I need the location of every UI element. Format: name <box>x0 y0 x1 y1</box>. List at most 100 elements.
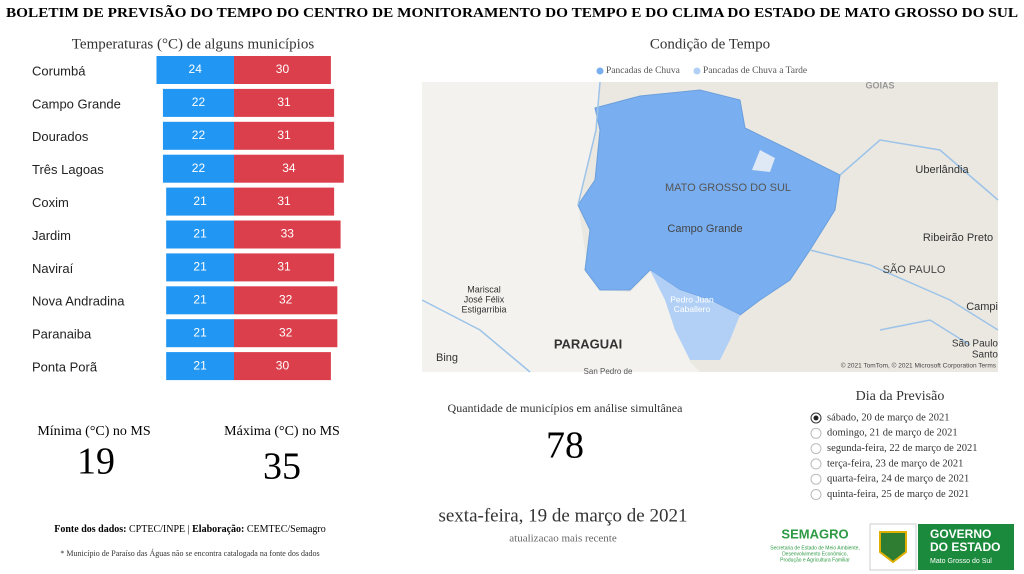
footnote: * Município de Paraíso das Águas não se … <box>60 548 319 558</box>
category-label: Dourados <box>32 129 89 144</box>
max-value: 35 <box>263 446 301 488</box>
map-label: MATO GROSSO DO SUL <box>665 182 791 194</box>
value-label: 21 <box>193 358 207 372</box>
gov-logo-sub: Mato Grosso do Sul <box>930 558 992 565</box>
semagro-sub: Secretaria de Estado de Meio Ambiente, <box>770 545 860 551</box>
radio[interactable] <box>810 427 822 439</box>
radio-label[interactable]: terça-feira, 23 de março de 2021 <box>827 458 963 469</box>
date-value: sexta-feira, 19 de março de 2021 <box>438 505 687 526</box>
semagro-logo: SEMAGRO <box>781 526 848 541</box>
min-label: Mínima (°C) no MS <box>37 424 150 439</box>
map-label: São Paulo <box>952 339 999 350</box>
map-patch <box>752 150 775 172</box>
bar <box>234 56 331 84</box>
chart-title: Temperaturas (°C) de alguns municípios <box>72 36 315 52</box>
map-label: Ribeirão Preto <box>923 232 993 244</box>
value-label: 21 <box>193 227 207 241</box>
radio[interactable] <box>810 473 822 485</box>
value-label: 22 <box>192 95 206 109</box>
page-title: BOLETIM DE PREVISÃO DO TEMPO DO CENTRO D… <box>6 3 1018 21</box>
radio-label[interactable]: quarta-feira, 24 de março de 2021 <box>827 474 969 485</box>
bar <box>166 220 234 249</box>
bar <box>166 253 234 282</box>
value-label: 22 <box>192 161 206 175</box>
max-label: Máxima (°C) no MS <box>224 424 340 439</box>
category-label: Naviraí <box>32 261 74 276</box>
value-label: 33 <box>281 227 295 241</box>
category-label: Três Lagoas <box>32 162 104 177</box>
legend-label: Pancadas de Chuva <box>606 66 681 76</box>
map-title: Condição de Tempo <box>650 36 770 52</box>
value-label: 21 <box>193 325 207 339</box>
category-label: Campo Grande <box>32 96 121 111</box>
count-value: 78 <box>546 425 584 467</box>
value-label: 31 <box>277 260 291 274</box>
value-label: 21 <box>193 194 207 208</box>
bar <box>234 352 331 381</box>
value-label: 21 <box>193 292 207 306</box>
map-label: SÃO PAULO <box>883 263 946 276</box>
source-part: Elaboração: <box>192 524 244 535</box>
value-label: 32 <box>279 292 293 306</box>
radio-label[interactable]: domingo, 21 de março de 2021 <box>827 428 958 439</box>
value-label: 30 <box>276 358 290 372</box>
category-label: Paranaiba <box>32 327 92 342</box>
value-label: 30 <box>276 62 290 76</box>
legend-label: Pancadas de Chuva a Tarde <box>703 66 807 76</box>
category-label: Corumbá <box>32 63 86 78</box>
radio-label[interactable]: segunda-feira, 22 de março de 2021 <box>827 443 977 454</box>
map-region-afternoon-rain <box>650 270 740 360</box>
category-label: Ponta Porã <box>32 360 98 375</box>
map-label: Santo <box>972 350 999 361</box>
date-note: atualizacao mais recente <box>509 533 617 545</box>
map-label: Campi <box>966 301 998 313</box>
map-rivers <box>421 81 999 373</box>
map-attribution: © 2021 TomTom, © 2021 Microsoft Corporat… <box>841 362 997 370</box>
map-label: Estigarribia <box>461 304 506 314</box>
value-label: 34 <box>282 161 296 175</box>
radio-dot <box>813 415 819 421</box>
radio[interactable] <box>810 458 822 470</box>
value-label: 22 <box>192 128 206 142</box>
category-label: Nova Andradina <box>32 294 125 309</box>
map-label: Pedro Juan <box>670 294 714 304</box>
value-label: 24 <box>189 62 203 76</box>
value-label: 21 <box>193 260 207 274</box>
map-label: Campo Grande <box>667 223 742 235</box>
map-label: Uberlândia <box>915 164 969 176</box>
bar <box>234 121 335 150</box>
bar <box>234 253 335 282</box>
category-label: Coxim <box>32 195 69 210</box>
gov-logo-text: DO ESTADO <box>930 540 1000 554</box>
semagro-sub: Produção e Agricultura Familiar <box>780 557 850 563</box>
source-part: Fonte dos dados: <box>54 524 126 535</box>
bar <box>166 286 234 315</box>
bar <box>234 220 341 249</box>
source: Fonte dos dados: CPTEC/INPE | Elaboração… <box>54 524 325 535</box>
gov-logo-text: GOVERNO <box>930 527 991 541</box>
bar <box>166 319 234 348</box>
gov-logo-box <box>918 524 1014 570</box>
radio-label[interactable]: quinta-feira, 25 de março de 2021 <box>827 489 969 500</box>
map-country <box>422 82 700 372</box>
source-part: CEMTEC/Semagro <box>244 524 325 535</box>
bar <box>234 154 344 183</box>
min-value: 19 <box>77 441 115 483</box>
value-label: 31 <box>277 128 291 142</box>
map-label: GOIAS <box>865 80 894 90</box>
radio[interactable] <box>810 443 822 455</box>
bar <box>166 187 234 216</box>
radio-label[interactable]: sábado, 20 de março de 2021 <box>827 412 949 423</box>
radio[interactable] <box>810 489 822 500</box>
bar <box>156 56 234 84</box>
legend-dot <box>596 67 604 75</box>
map-label: San Pedro de <box>584 367 633 376</box>
value-label: 31 <box>277 95 291 109</box>
map-label: Caballero <box>674 304 711 314</box>
bar <box>234 88 335 117</box>
count-label: Quantidade de municípios em análise simu… <box>448 401 684 415</box>
bar <box>234 319 338 348</box>
map-provider: Bing <box>436 352 458 364</box>
bar <box>162 88 234 117</box>
